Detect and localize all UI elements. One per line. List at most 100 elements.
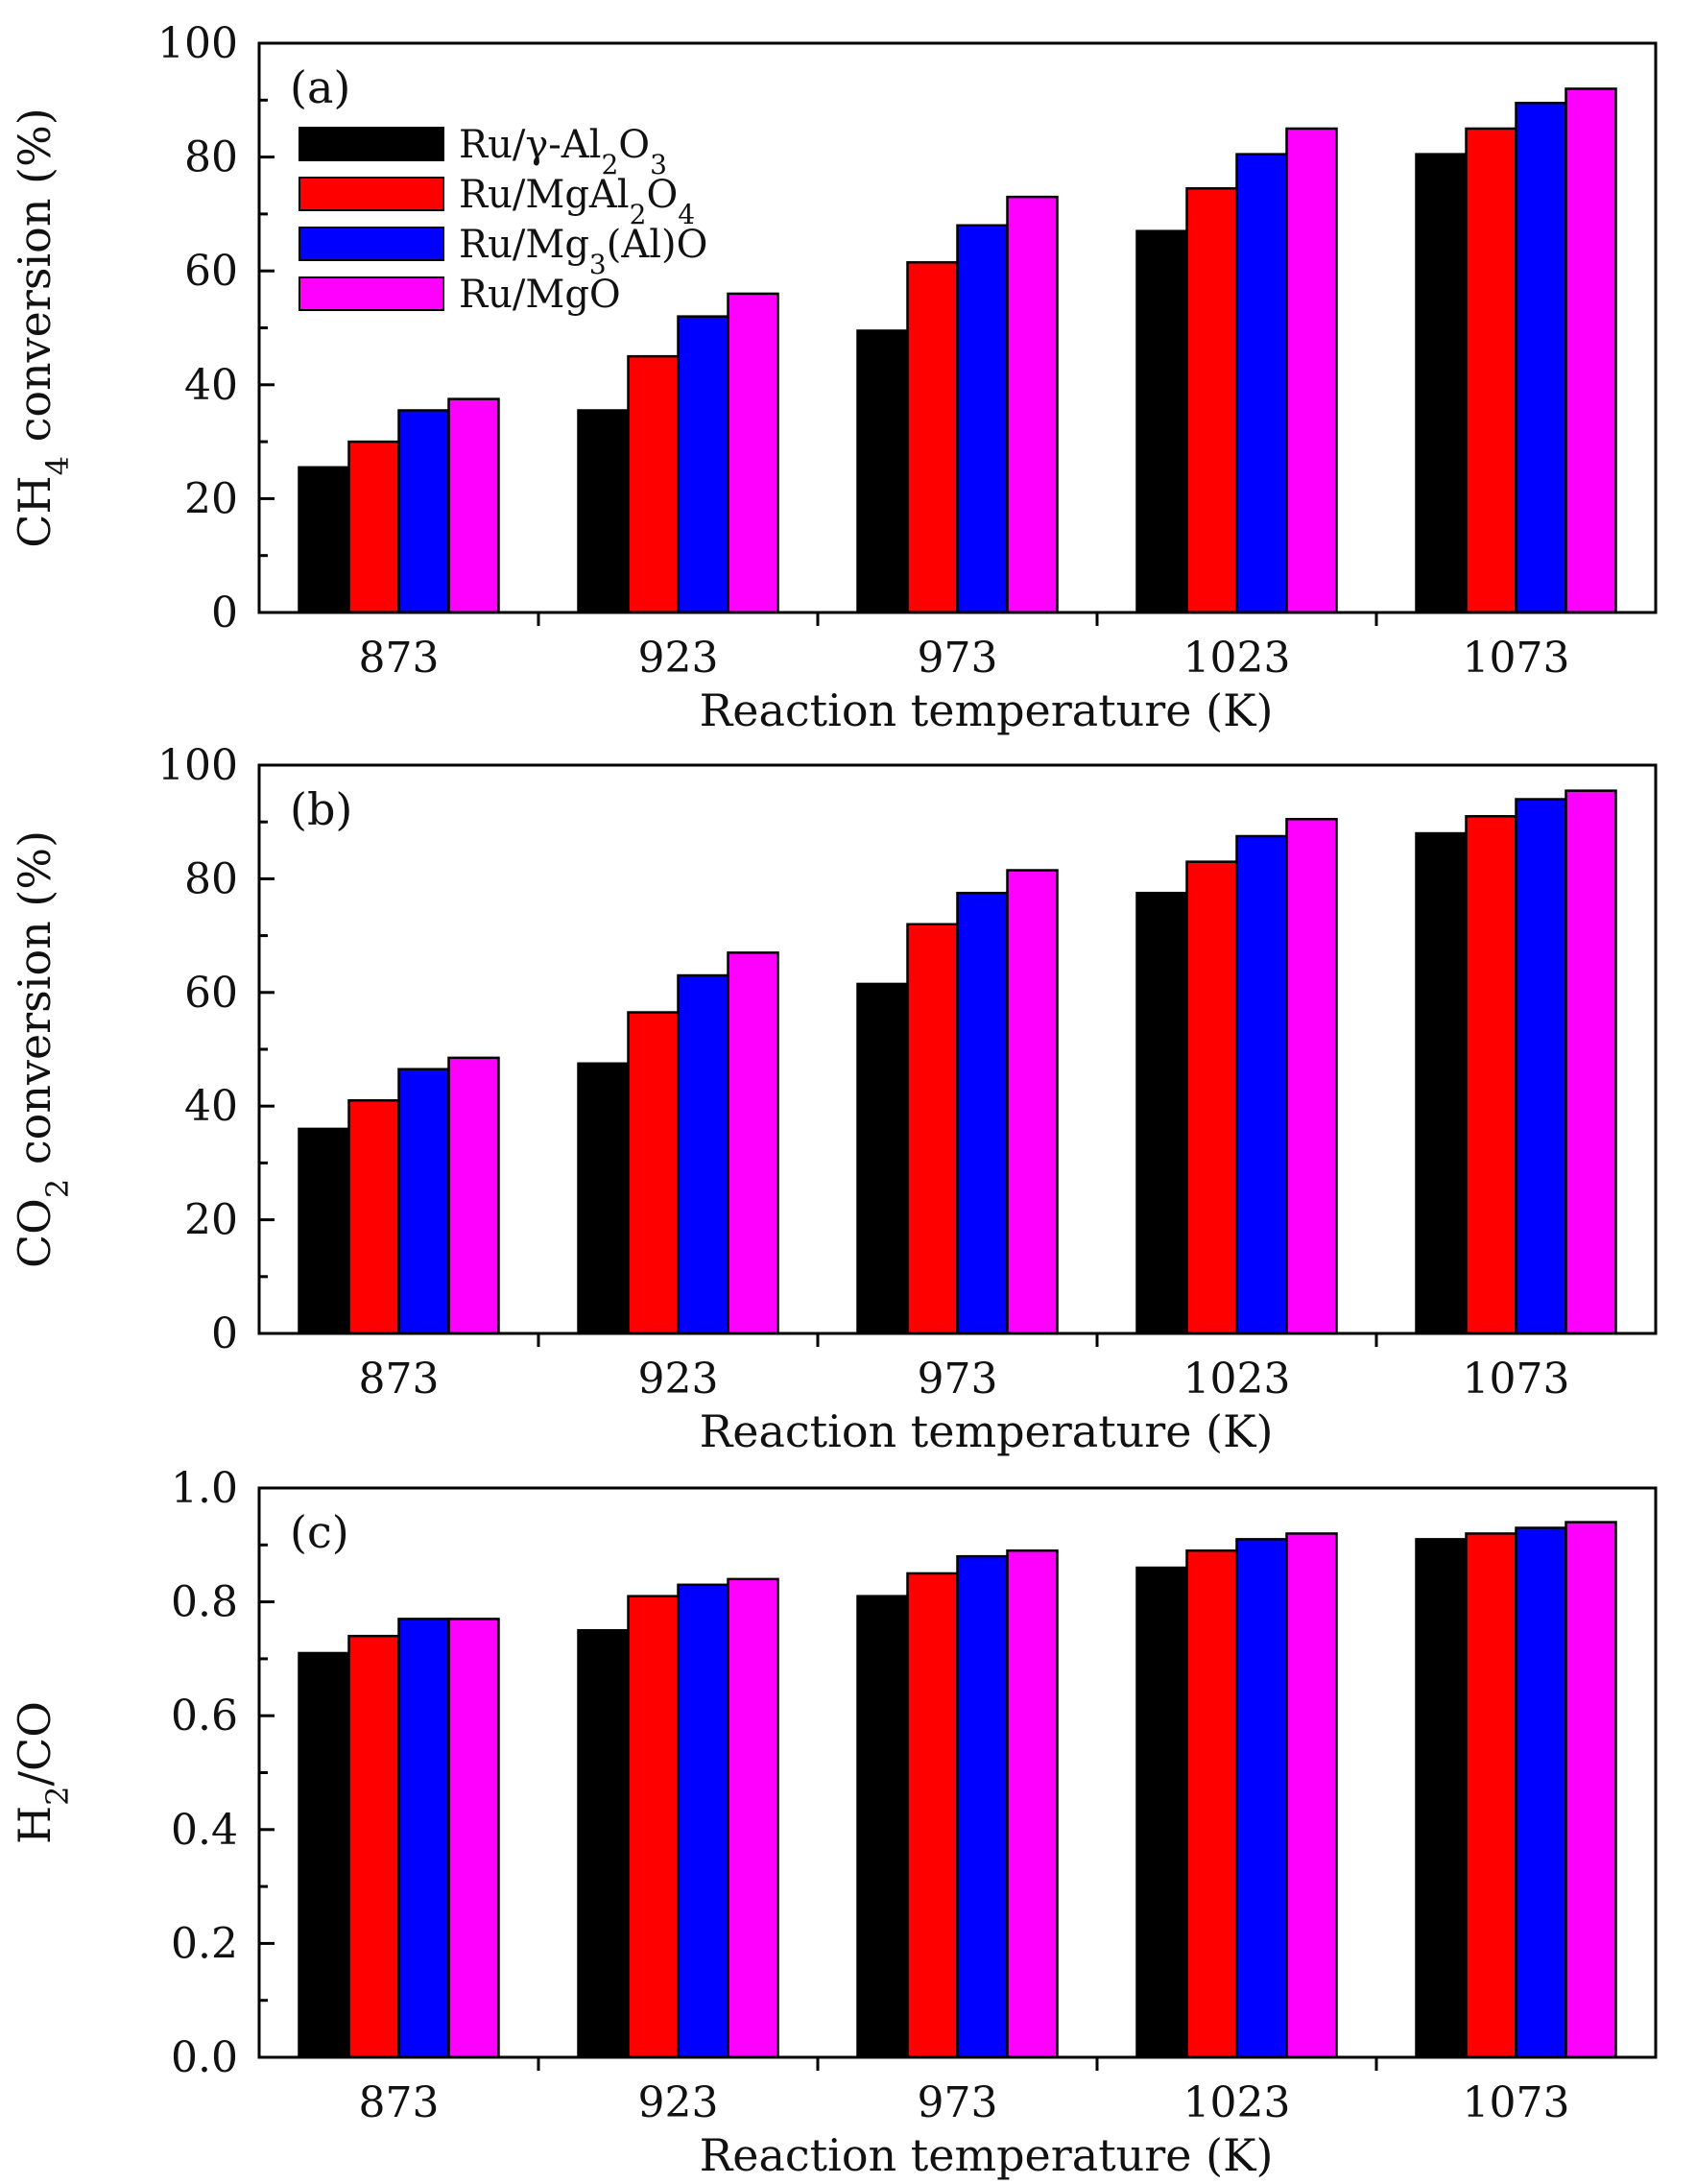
y-tick-label: 0.6 [171, 1692, 238, 1740]
x-tick-label: 1023 [1183, 1355, 1291, 1404]
x-axis-title: Reaction temperature (K) [700, 1405, 1274, 1457]
y-axis-title: H2/CO [9, 1701, 76, 1844]
y-tick-label: 0 [211, 588, 238, 637]
legend-swatch-2 [299, 177, 444, 211]
bar-873-series-2 [347, 440, 400, 614]
bar-873-series-4 [447, 1056, 500, 1335]
bar-873-series-4 [447, 397, 500, 614]
bar-1023-series-4 [1285, 127, 1338, 614]
y-tick-label: 80 [184, 854, 238, 903]
bar-923-series-2 [627, 354, 680, 614]
bar-973-series-1 [856, 982, 909, 1335]
bar-973-series-4 [1006, 869, 1059, 1335]
legend-label-4: Ru/MgO [459, 273, 621, 317]
bar-1023-series-2 [1185, 860, 1238, 1335]
bar-1023-series-1 [1135, 1566, 1188, 2059]
y-tick-label: 0.4 [171, 1806, 238, 1855]
y-tick-label: 20 [184, 474, 238, 523]
y-axis-title: CH4 conversion (%) [9, 108, 76, 547]
bar-1073-series-3 [1515, 798, 1567, 1335]
bar-873-series-2 [347, 1099, 400, 1335]
bar-973-series-2 [906, 261, 959, 614]
bar-923-series-4 [727, 292, 779, 614]
legend-swatch-4 [299, 276, 444, 311]
x-axis-title: Reaction temperature (K) [700, 684, 1274, 736]
bar-1023-series-4 [1285, 817, 1338, 1335]
bar-973-series-3 [956, 224, 1009, 614]
bar-1023-series-2 [1185, 1548, 1238, 2059]
bar-923-series-2 [627, 1011, 680, 1335]
x-tick-label: 973 [918, 2078, 998, 2127]
chart-panel-b: 0 20 40 60 80 100 873 923 973 1023 1073 Reaction te… [9, 741, 1658, 1457]
x-tick-label: 1023 [1183, 2078, 1291, 2127]
bar-923-series-4 [727, 951, 779, 1335]
bar-1023-series-3 [1235, 153, 1288, 614]
y-tick-label: 0.8 [171, 1578, 238, 1627]
y-tick-label: 60 [184, 969, 238, 1018]
bar-923-series-3 [677, 973, 729, 1335]
bar-1073-series-4 [1565, 1521, 1617, 2059]
x-axis-title: Reaction temperature (K) [700, 2129, 1274, 2181]
bar-973-series-1 [856, 329, 909, 614]
bar-923-series-1 [577, 409, 630, 614]
bar-873-series-1 [298, 1127, 350, 1335]
bar-873-series-3 [397, 1068, 450, 1335]
bar-923-series-4 [727, 1577, 779, 2059]
bar-1073-series-4 [1565, 87, 1617, 614]
y-tick-label: 20 [184, 1196, 238, 1245]
bar-973-series-1 [856, 1595, 909, 2059]
x-tick-label: 873 [359, 2078, 440, 2127]
y-tick-label: 100 [157, 741, 238, 790]
legend-swatch-1 [299, 127, 444, 161]
bar-873-series-3 [397, 409, 450, 614]
x-tick-label: 923 [638, 1355, 719, 1404]
bar-923-series-1 [577, 1062, 630, 1335]
x-tick-label: 923 [638, 634, 719, 683]
panel-label: (a) [290, 61, 350, 113]
x-tick-label: 873 [359, 1355, 440, 1404]
bar-1073-series-1 [1415, 1538, 1468, 2059]
x-tick-label: 973 [918, 1355, 998, 1404]
bar-1073-series-1 [1415, 153, 1468, 614]
bar-1073-series-4 [1565, 789, 1617, 1335]
panel-label: (b) [290, 783, 352, 835]
y-tick-label: 40 [184, 361, 238, 410]
x-tick-label: 923 [638, 2078, 719, 2127]
bar-1023-series-1 [1135, 229, 1188, 614]
bar-1073-series-2 [1465, 1532, 1517, 2059]
bar-1073-series-3 [1515, 102, 1567, 614]
legend-swatch-3 [299, 227, 444, 261]
y-tick-label: 100 [157, 19, 238, 68]
bar-1073-series-2 [1465, 815, 1517, 1335]
legend-label-3: Ru/Mg3(Al)O [459, 223, 707, 280]
chart-panel-a: 0 20 40 60 80 100 873 923 973 1023 1073 Reaction te… [9, 19, 1658, 736]
legend-label-1: Ru/γ-Al2O3 [459, 123, 667, 180]
bar-973-series-3 [956, 1554, 1009, 2059]
x-tick-label: 1073 [1463, 1355, 1570, 1404]
y-tick-label: 0.0 [171, 2033, 238, 2082]
y-tick-label: 80 [184, 133, 238, 182]
y-tick-label: 0 [211, 1309, 238, 1358]
bar-1023-series-3 [1235, 1538, 1288, 2059]
y-tick-label: 0.2 [171, 1919, 238, 1968]
x-tick-label: 1073 [1463, 634, 1570, 683]
bar-923-series-3 [677, 1583, 729, 2059]
bar-873-series-4 [447, 1618, 500, 2059]
bar-873-series-2 [347, 1634, 400, 2059]
bar-1073-series-2 [1465, 127, 1517, 614]
y-tick-label: 60 [184, 247, 238, 296]
bar-873-series-1 [298, 466, 350, 614]
bar-973-series-2 [906, 923, 959, 1335]
bar-973-series-3 [956, 891, 1009, 1335]
bar-1023-series-4 [1285, 1532, 1338, 2059]
bar-923-series-2 [627, 1595, 680, 2059]
bar-1023-series-2 [1185, 186, 1238, 614]
bar-923-series-3 [677, 315, 729, 614]
chart-panel-c: 0.0 0.2 0.4 0.6 0.8 1.0 873 923 973 1023 1073 React… [9, 1464, 1658, 2181]
bar-973-series-4 [1006, 1548, 1059, 2059]
bar-1023-series-3 [1235, 834, 1288, 1335]
x-tick-label: 1073 [1463, 2078, 1570, 2127]
bar-873-series-1 [298, 1651, 350, 2059]
x-tick-label: 973 [918, 634, 998, 683]
